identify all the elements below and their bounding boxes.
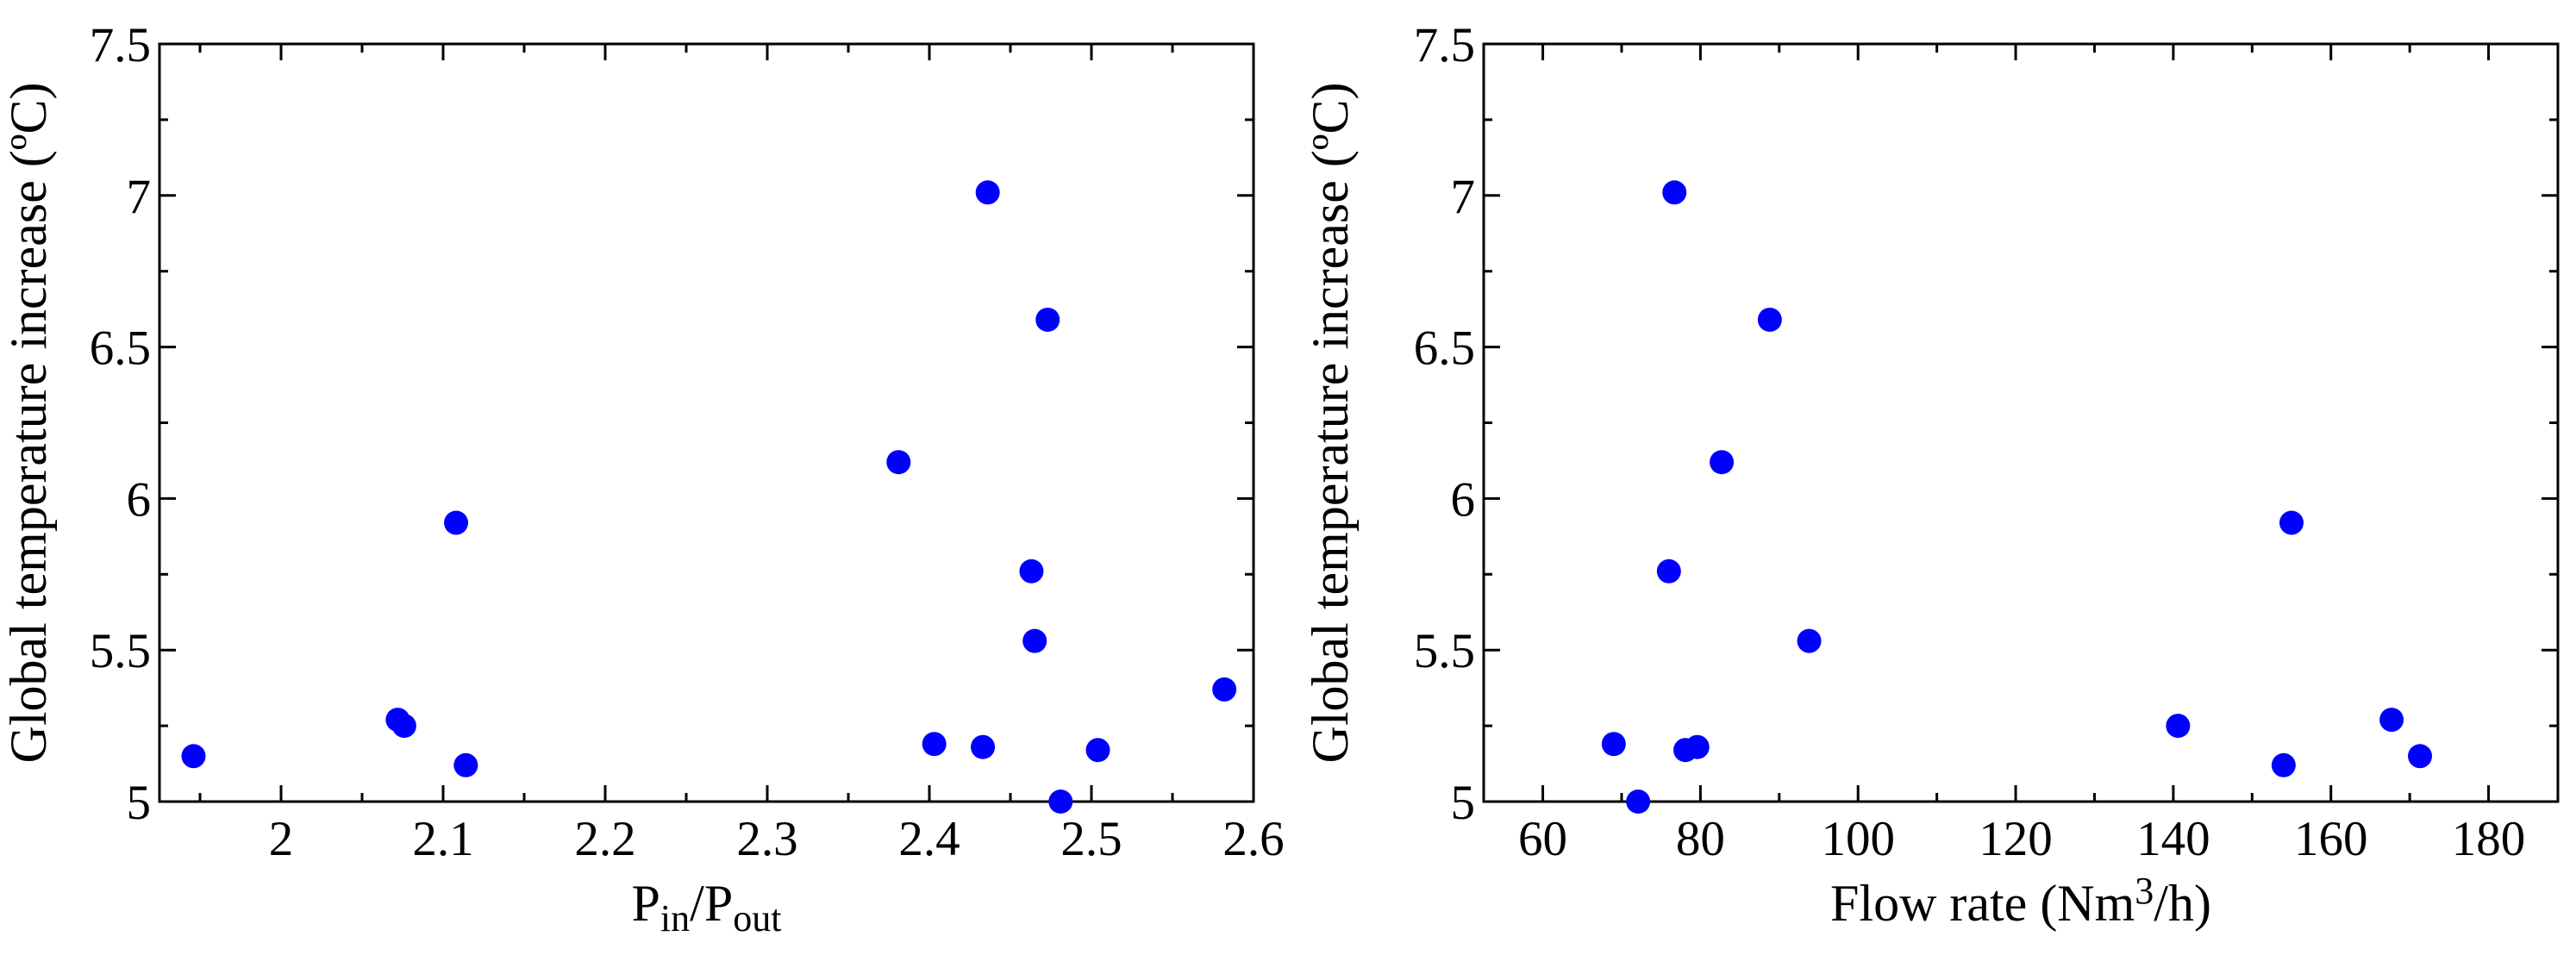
x-tick-label: 2.3: [736, 812, 797, 866]
point: [181, 744, 206, 769]
point: [922, 732, 947, 757]
y-tick-label: 6: [127, 472, 152, 527]
point: [391, 714, 416, 739]
x-tick-label: 60: [1518, 812, 1567, 866]
point: [1035, 307, 1060, 332]
y-tick-label: 7: [1451, 170, 1476, 224]
point: [1022, 628, 1047, 653]
x-axis-label: Flow rate (Nm3/h): [1830, 870, 2211, 932]
x-tick-label: 2: [269, 812, 294, 866]
point: [453, 752, 478, 777]
x-tick-label: 2.5: [1060, 812, 1122, 866]
point: [975, 180, 1000, 205]
point: [1048, 790, 1073, 814]
x-axis-label-part: /P: [690, 875, 733, 932]
x-axis-label-part: Flow rate (Nm: [1830, 875, 2135, 932]
point: [1212, 677, 1237, 702]
point: [2166, 714, 2191, 739]
x-axis-label-part: /h): [2154, 875, 2211, 932]
y-tick-label: 6.5: [1414, 321, 1475, 376]
point: [886, 450, 911, 475]
point: [1757, 307, 1782, 332]
y-tick-label: 5.5: [1414, 624, 1475, 678]
x-tick-label: 120: [1979, 812, 2053, 866]
x-tick-label: 100: [1821, 812, 1895, 866]
point: [1662, 180, 1687, 205]
x-tick-label: 2.6: [1222, 812, 1284, 866]
point: [2408, 744, 2433, 769]
x-axis-label-part: out: [733, 897, 781, 939]
y-tick-label: 5.5: [90, 624, 151, 678]
point: [444, 510, 469, 535]
y-axis-label: Global temperature increase (ºC): [0, 83, 57, 764]
y-tick-label: 6: [1451, 472, 1476, 527]
x-tick-label: 180: [2452, 812, 2526, 866]
point: [1797, 628, 1822, 653]
x-tick-label: 140: [2136, 812, 2210, 866]
point: [1019, 559, 1044, 584]
y-tick-label: 7: [127, 170, 152, 224]
x-axis-label-part: 3: [2135, 870, 2154, 912]
point: [1626, 790, 1651, 814]
plot-frame: [1482, 42, 2560, 803]
point: [1601, 732, 1626, 757]
x-tick-label: 160: [2294, 812, 2368, 866]
y-tick-label: 5: [127, 776, 152, 830]
x-axis-label-part: P: [632, 875, 660, 932]
point: [1685, 734, 1710, 759]
point: [2271, 752, 2296, 777]
x-tick-label: 80: [1676, 812, 1725, 866]
y-axis-label: Global temperature increase (ºC): [1302, 83, 1359, 764]
x-tick-label: 2.1: [412, 812, 473, 866]
point: [2379, 708, 2404, 733]
y-tick-label: 7.5: [1414, 18, 1475, 72]
x-axis-label-part: in: [660, 897, 690, 939]
point: [2279, 510, 2304, 535]
x-axis-label: Pin/Pout: [632, 875, 782, 939]
plot-frame: [158, 42, 1255, 803]
point: [1656, 559, 1681, 584]
y-tick-label: 7.5: [90, 18, 151, 72]
x-tick-label: 2.2: [574, 812, 635, 866]
y-tick-label: 6.5: [90, 321, 151, 376]
point: [1085, 738, 1110, 763]
x-tick-label: 2.4: [898, 812, 960, 866]
point: [971, 734, 996, 759]
y-tick-label: 5: [1451, 776, 1476, 830]
point: [1710, 450, 1735, 475]
